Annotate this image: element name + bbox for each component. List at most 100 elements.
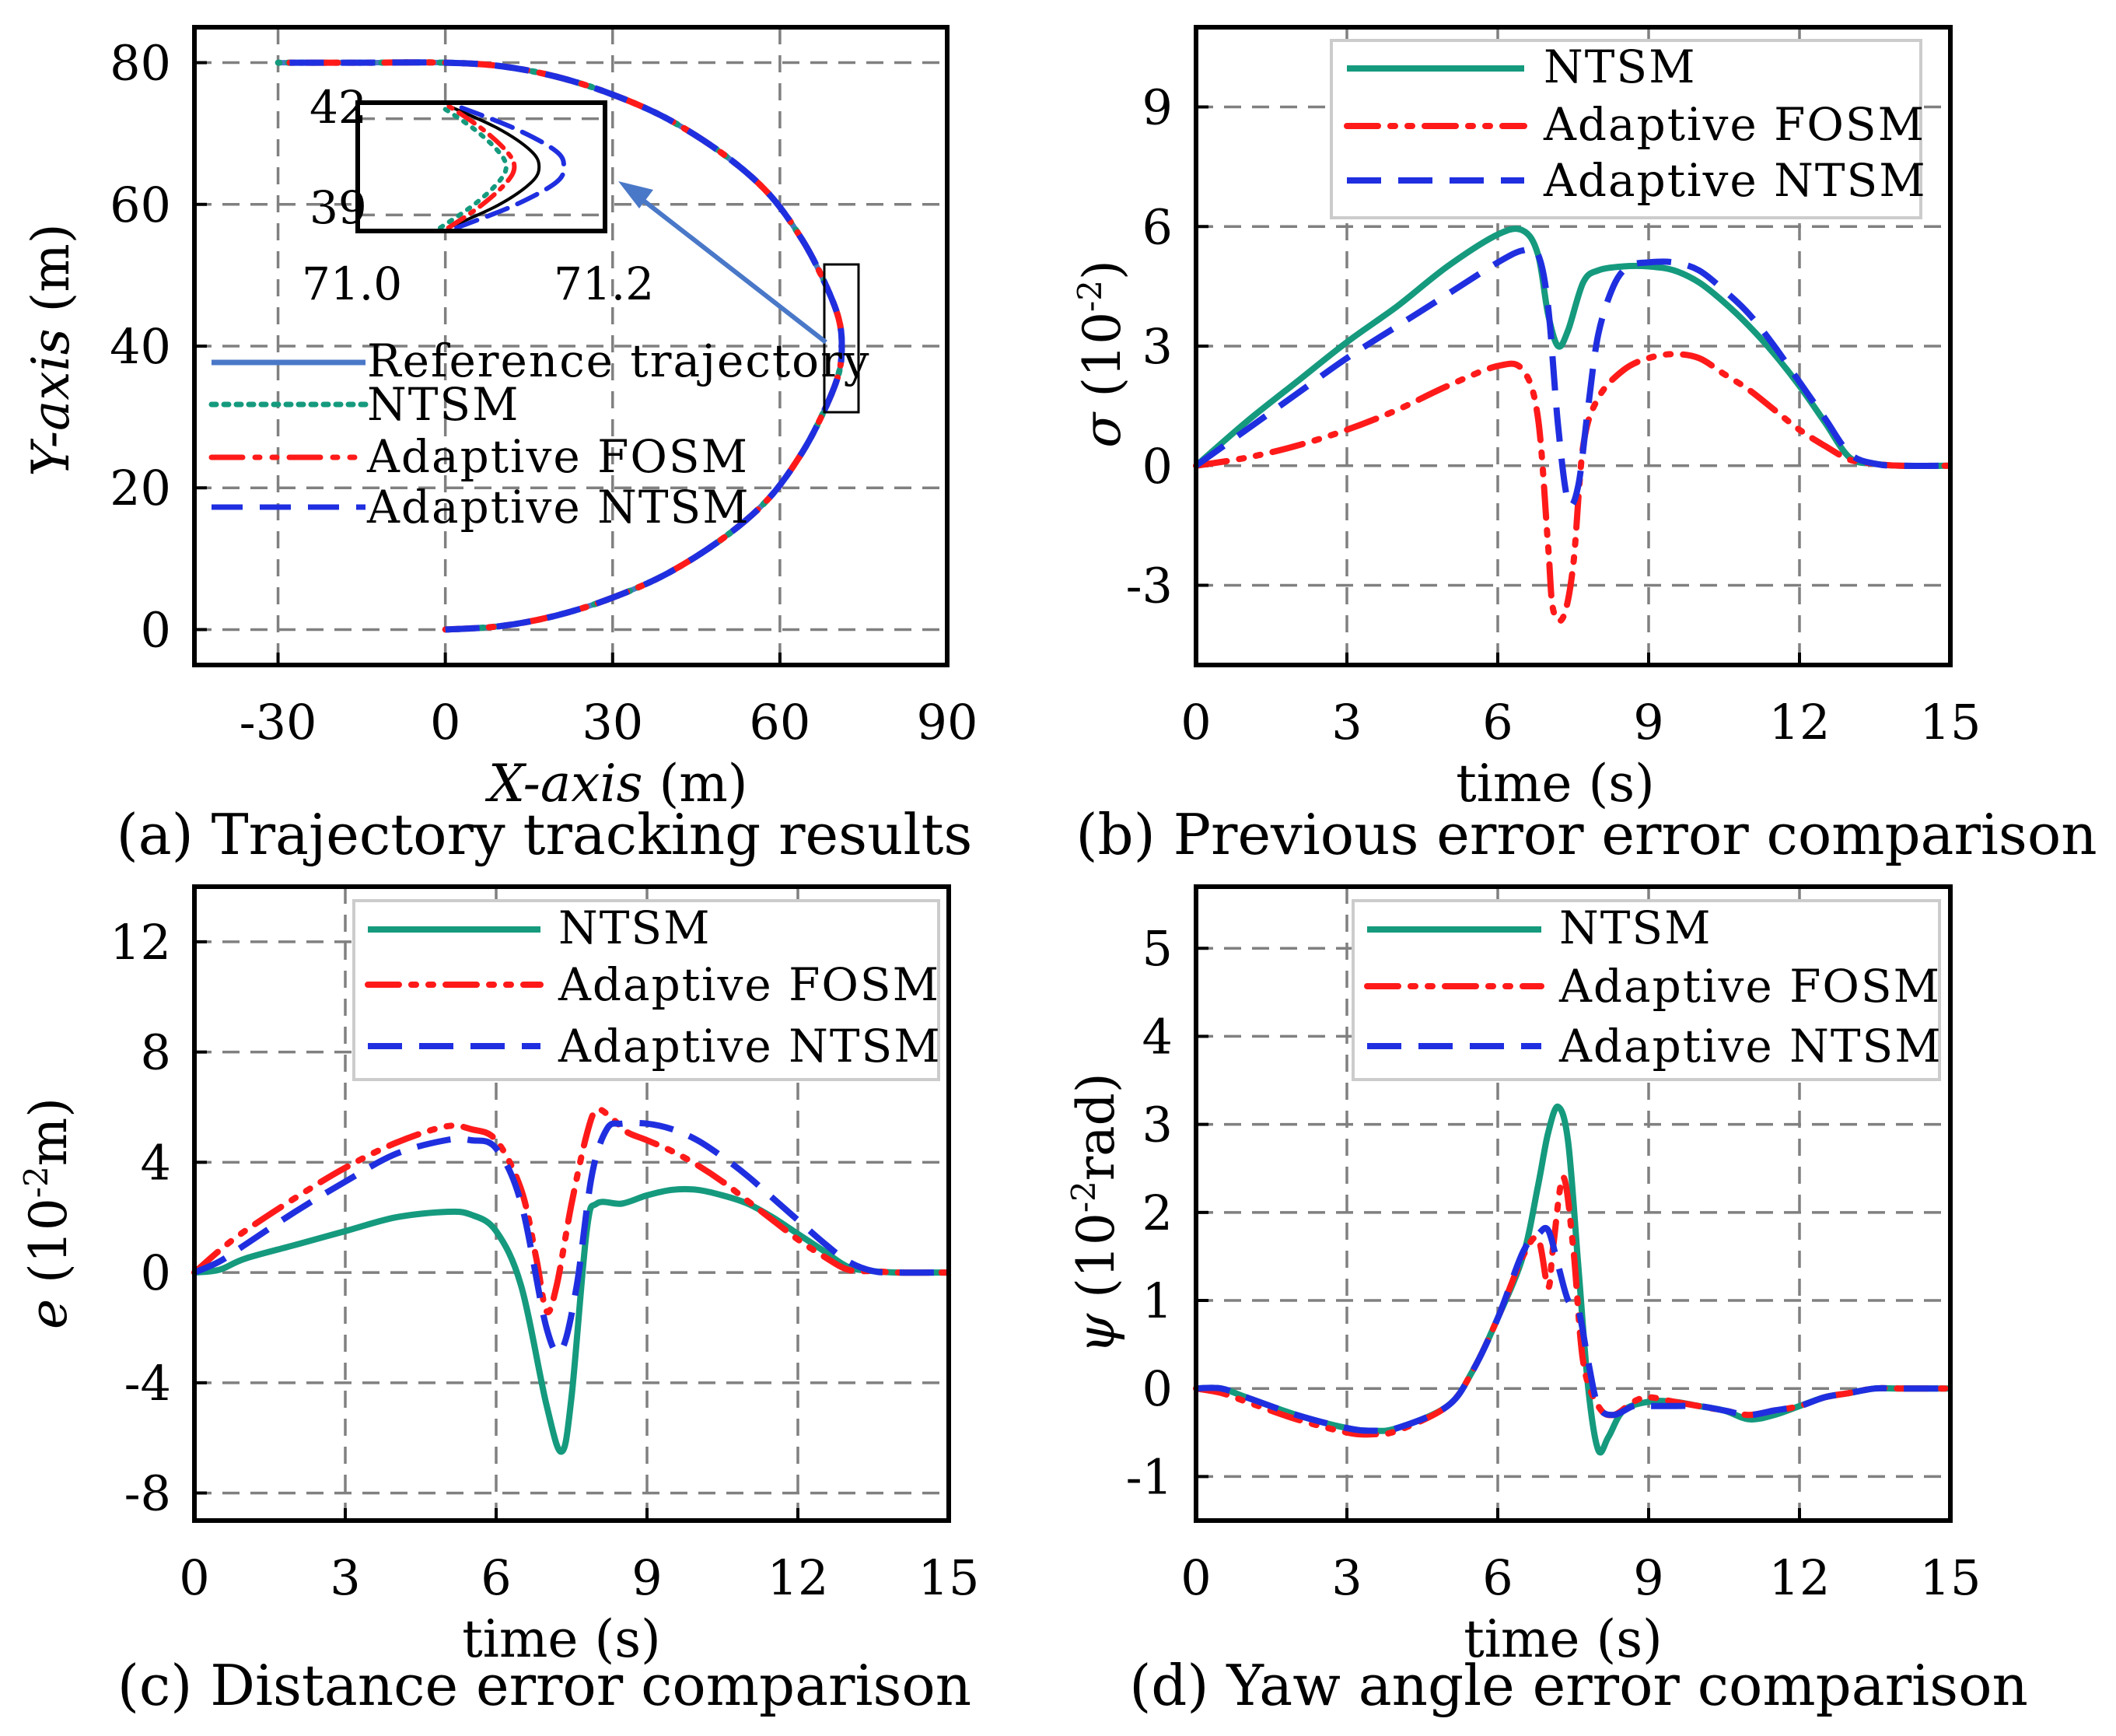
b-xtick-label: 0 xyxy=(1180,694,1211,751)
a-tick-labels: -30 0 30 60 90 0 20 40 60 80 xyxy=(110,35,978,751)
a-legend-label-fosm: Adaptive FOSM xyxy=(366,430,749,483)
panel-a-trajectory: -30 0 30 60 90 0 20 40 60 80 42 39 71.0 71.2 Refe… xyxy=(21,25,978,867)
a-ytick-label: 40 xyxy=(110,318,171,375)
d-ylabel-close: rad) xyxy=(1066,1073,1126,1181)
c-xtick-label: 3 xyxy=(330,1549,360,1606)
d-ylabel: ψ (10-2rad) xyxy=(1065,1073,1126,1353)
b-tick-labels: 0 3 6 9 12 15 -3 0 3 6 9 xyxy=(1126,79,1981,751)
b-ylabel-unit: (10 xyxy=(1072,312,1132,397)
a-plot-frame xyxy=(192,25,950,667)
a-ytick-label: 60 xyxy=(110,177,171,233)
a-inset-xlabel-right: 71.2 xyxy=(554,257,654,310)
d-ytick-label: 3 xyxy=(1142,1097,1173,1153)
a-ylabel-italic: Y-axis xyxy=(21,328,81,476)
d-xtick-label: 0 xyxy=(1180,1549,1211,1606)
c-ytick-label: 4 xyxy=(141,1134,171,1191)
b-xtick-label: 6 xyxy=(1482,694,1513,751)
b-legend-label-fosm: Adaptive FOSM xyxy=(1543,98,1925,151)
b-series-antsm xyxy=(1194,245,1951,509)
b-ytick-label: 0 xyxy=(1142,438,1173,495)
a-zoom-arrow xyxy=(636,194,827,345)
a-inset-bg xyxy=(358,103,605,231)
d-xtick-label: 6 xyxy=(1482,1549,1513,1606)
a-inset-zoom xyxy=(358,103,605,231)
a-inset-ylabel-bottom: 39 xyxy=(310,181,367,234)
c-xtick-label: 6 xyxy=(481,1549,511,1606)
d-ylabel-unit: (10 xyxy=(1066,1213,1126,1298)
a-ytick-label: 0 xyxy=(141,601,171,658)
b-ylabel: σ (10-2) xyxy=(1071,260,1132,447)
c-xtick-label: 15 xyxy=(918,1549,980,1606)
c-ytick-label: -8 xyxy=(124,1465,171,1522)
c-ylabel: e (10-2m) xyxy=(17,1097,79,1329)
b-xtick-label: 15 xyxy=(1920,694,1981,751)
a-ylabel: Y-axis (m) xyxy=(21,223,81,476)
b-ytick-label: 9 xyxy=(1142,79,1173,136)
b-plot-frame xyxy=(1194,25,1953,667)
d-ytick-label: -1 xyxy=(1126,1448,1173,1505)
a-legend-label-reference: Reference trajectory xyxy=(367,334,871,387)
a-xtick-label: -30 xyxy=(240,694,317,751)
b-ytick-label: 6 xyxy=(1142,198,1173,255)
c-legend-label-ntsm: NTSM xyxy=(558,901,712,954)
c-legend-label-antsm: Adaptive NTSM xyxy=(558,1020,942,1073)
d-caption: (d) Yaw angle error comparison xyxy=(1129,1653,2028,1718)
d-ytick-label: 2 xyxy=(1142,1185,1173,1241)
a-series-lines xyxy=(275,59,845,633)
b-legend-label-ntsm: NTSM xyxy=(1544,40,1697,93)
d-ytick-label: 5 xyxy=(1142,920,1173,977)
b-legend-label-antsm: Adaptive NTSM xyxy=(1543,154,1927,207)
a-xtick-label: 0 xyxy=(430,694,460,751)
a-inset-series-reference xyxy=(447,104,541,229)
a-ylabel-unit: (m) xyxy=(21,223,81,328)
d-ytick-label: 4 xyxy=(1142,1008,1173,1065)
c-ytick-label: -4 xyxy=(124,1355,171,1412)
b-ytick-label: 3 xyxy=(1142,318,1173,375)
a-xlabel-italic: X-axis xyxy=(484,754,642,814)
d-xtick-label: 3 xyxy=(1331,1549,1362,1606)
d-xtick-label: 12 xyxy=(1769,1549,1831,1606)
d-xtick-label: 15 xyxy=(1920,1549,1981,1606)
c-ytick-label: 12 xyxy=(110,914,171,971)
b-ylabel-close: ) xyxy=(1072,260,1132,280)
a-series-antsm xyxy=(278,59,845,633)
c-tick-labels: 0 3 6 9 12 15 -8 -4 0 4 8 12 xyxy=(110,914,979,1606)
b-xtick-label: 3 xyxy=(1331,694,1362,751)
a-legend: Reference trajectory NTSM Adaptive FOSM … xyxy=(208,334,871,534)
d-ytick-label: 0 xyxy=(1142,1360,1173,1417)
b-xtick-label: 9 xyxy=(1633,694,1663,751)
b-caption: (b) Previous error error comparison xyxy=(1075,802,2097,867)
panel-b-sigma: 0 3 6 9 12 15 -3 0 3 6 9 NTSM Adaptive FOSM Adapti… xyxy=(1071,25,2097,867)
b-ylabel-exp: -2 xyxy=(1071,280,1109,312)
b-xlabel: time (s) xyxy=(1456,754,1655,814)
a-inset-series-antsm xyxy=(454,103,567,230)
c-xtick-label: 9 xyxy=(631,1549,662,1606)
a-xlabel-unit: (m) xyxy=(642,754,747,814)
a-inset-series-ntsm xyxy=(438,103,509,230)
c-series-ntsm xyxy=(194,1185,950,1455)
d-legend-label-fosm: Adaptive FOSM xyxy=(1558,960,1941,1013)
c-series-fosm xyxy=(191,1106,952,1315)
a-xtick-label: 90 xyxy=(917,694,978,751)
a-inset-ylabel-top: 42 xyxy=(310,81,367,134)
c-legend: NTSM Adaptive FOSM Adaptive NTSM xyxy=(352,899,942,1081)
a-inset-xlabel-left: 71.0 xyxy=(302,257,402,310)
c-caption: (c) Distance error comparison xyxy=(117,1653,971,1718)
c-ylabel-symbol: e xyxy=(19,1299,79,1329)
d-series-fosm xyxy=(1193,1174,1953,1438)
c-series-lines xyxy=(191,1106,952,1455)
b-series-lines xyxy=(1193,226,1953,625)
c-plot-frame xyxy=(192,884,951,1523)
a-ytick-label: 20 xyxy=(110,460,171,516)
c-legend-label-fosm: Adaptive FOSM xyxy=(558,958,940,1011)
b-series-ntsm xyxy=(1194,226,1951,469)
a-zoom-arrowhead xyxy=(618,181,653,208)
d-plot-frame xyxy=(1194,884,1953,1523)
c-ylabel-unit: (10 xyxy=(19,1198,79,1283)
c-xtick-label: 0 xyxy=(179,1549,209,1606)
d-ylabel-symbol: ψ xyxy=(1066,1313,1126,1354)
d-series-lines xyxy=(1193,1104,1953,1456)
b-ylabel-symbol: σ xyxy=(1072,411,1132,448)
